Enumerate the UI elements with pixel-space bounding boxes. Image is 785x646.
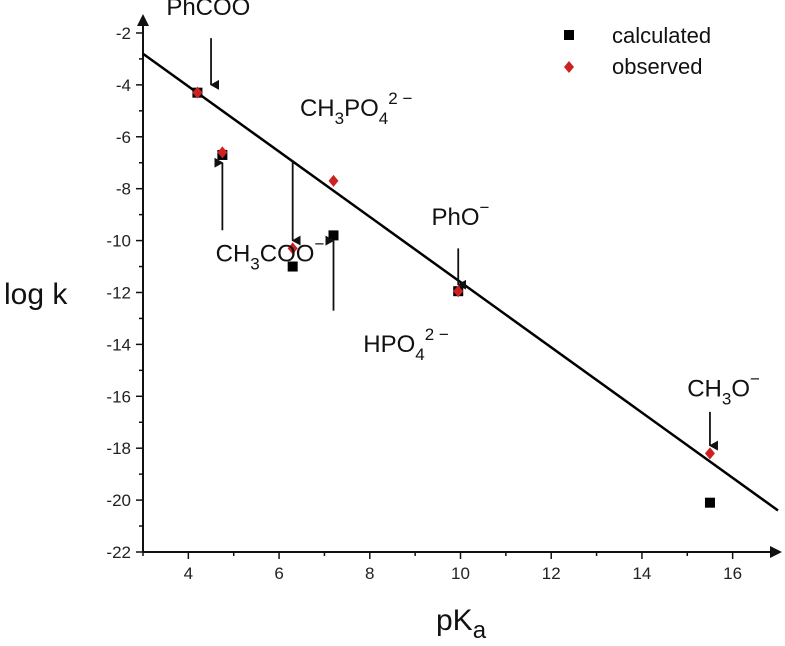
- x-tick-label: 10: [451, 564, 470, 583]
- data-points: [192, 86, 715, 508]
- annotation-label-ch3coo: CH3COO−: [216, 234, 325, 273]
- annotation-part: 2 −: [388, 89, 412, 108]
- annotation-part: COO: [260, 240, 315, 267]
- point-calculated: [287, 261, 298, 272]
- annotation-part: CH: [687, 375, 722, 402]
- annotation-part: PO: [344, 95, 379, 122]
- legend: calculated observed: [564, 23, 711, 79]
- x-tick-label: 6: [274, 564, 283, 583]
- annotation-part: 4: [415, 345, 424, 364]
- x-axis-title: pKa: [436, 604, 487, 644]
- y-tick-label: -2: [116, 24, 131, 43]
- annotation-part: 4: [379, 109, 388, 128]
- x-axis-title-subscript: a: [473, 617, 487, 644]
- annotation-part: HPO: [363, 331, 415, 358]
- y-tick-label: -14: [106, 335, 131, 354]
- annotation-part: PhO: [432, 204, 480, 231]
- x-tick-label: 8: [365, 564, 374, 583]
- axes: 4 6 8 10 12 14 16 -2 -4 -6 -8 -10 -12 -14 -16 -18 -20 -22: [106, 14, 782, 583]
- point-observed: [328, 174, 339, 187]
- y-tick-label: -10: [106, 232, 131, 251]
- annotation-label-ch3po4: CH3PO42 −: [300, 89, 412, 128]
- legend-marker-calculated: [564, 30, 574, 40]
- y-axis-title: log k: [4, 278, 68, 311]
- y-tick-label: -6: [116, 128, 131, 147]
- annotation-part: 3: [250, 254, 259, 273]
- legend-marker-observed: [564, 61, 574, 73]
- y-tick-label: -22: [106, 543, 131, 562]
- annotation-part: O: [731, 375, 750, 402]
- legend-label-observed: observed: [612, 54, 703, 79]
- annotation-part: 3: [722, 389, 731, 408]
- y-tick-label: -8: [116, 180, 131, 199]
- legend-label-calculated: calculated: [612, 23, 711, 48]
- point-calculated: [328, 230, 339, 241]
- annotation-part: 2 −: [425, 325, 449, 344]
- y-tick-label: -12: [106, 283, 131, 302]
- annotation-part: −: [314, 234, 324, 253]
- x-tick-label: 12: [542, 564, 561, 583]
- annotation-label-phcoo: PhCOO−: [166, 0, 260, 21]
- y-tick-label: -18: [106, 439, 131, 458]
- fit-line-group: [142, 52, 779, 512]
- y-tick-label: -16: [106, 387, 131, 406]
- annotation-part: PhCOO: [166, 0, 250, 21]
- point-observed: [217, 146, 228, 159]
- annotation-part: −: [750, 369, 760, 388]
- annotation-part: CH: [300, 95, 335, 122]
- annotation-part: −: [250, 0, 260, 7]
- annotation-part: −: [480, 198, 490, 217]
- x-tick-label: 14: [632, 564, 651, 583]
- annotation-label-hpo4: HPO42 −: [363, 325, 449, 364]
- x-tick-label: 16: [723, 564, 742, 583]
- annotation-part: 3: [335, 109, 344, 128]
- point-observed: [192, 86, 203, 99]
- annotations: PhCOO−CH3PO42 −CH3COO−HPO42 −PhO−CH3O−: [166, 0, 760, 451]
- y-tick-label: -4: [116, 76, 131, 95]
- annotation-label-ch3o: CH3O−: [687, 369, 760, 408]
- x-axis-title-main: pK: [436, 604, 473, 637]
- y-tick-label: -20: [106, 491, 131, 510]
- x-tick-label: 4: [184, 564, 193, 583]
- annotation-part: CH: [216, 240, 251, 267]
- fit-line: [142, 52, 779, 512]
- annotation-label-pho: PhO−: [432, 198, 490, 231]
- point-calculated: [704, 497, 715, 508]
